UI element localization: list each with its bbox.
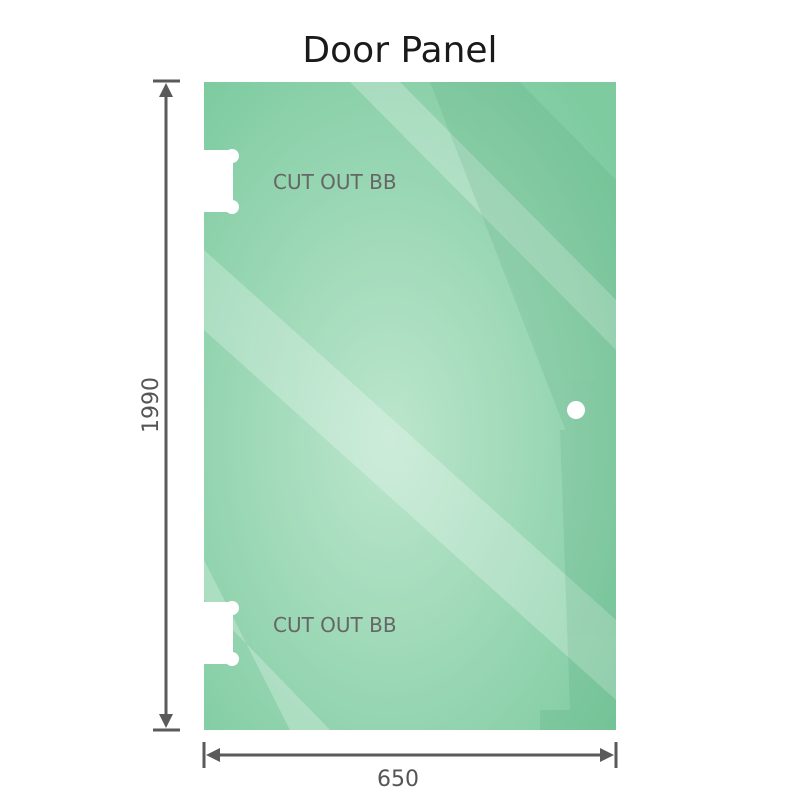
cutout-bottom-label: CUT OUT BB — [273, 613, 397, 637]
glass-panel — [204, 82, 616, 730]
diagram-title: Door Panel — [302, 30, 497, 71]
handle-hole — [567, 401, 585, 419]
width-dimension-line — [202, 742, 618, 768]
width-dimension-label: 650 — [377, 767, 419, 792]
cutout-bottom — [200, 601, 239, 666]
height-dimension-label: 1990 — [139, 377, 164, 433]
cutout-top — [200, 149, 239, 214]
height-dimension-line — [153, 79, 180, 732]
cutout-top-label: CUT OUT BB — [273, 170, 397, 194]
